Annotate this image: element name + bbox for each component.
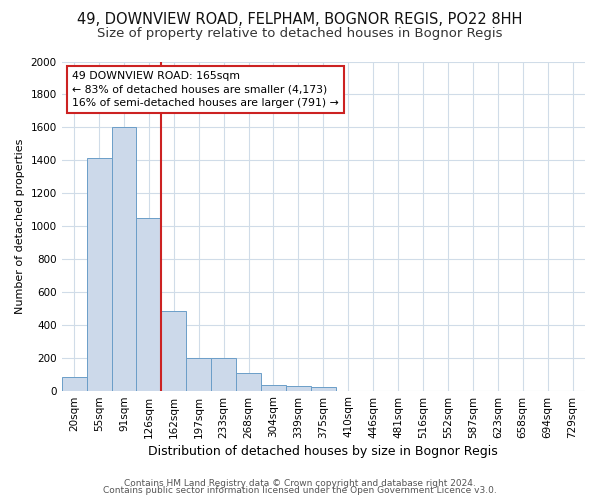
Bar — [136, 218, 161, 390]
Text: Contains HM Land Registry data © Crown copyright and database right 2024.: Contains HM Land Registry data © Crown c… — [124, 478, 476, 488]
Bar — [261, 385, 286, 390]
Text: Size of property relative to detached houses in Bognor Regis: Size of property relative to detached ho… — [97, 28, 503, 40]
Bar — [62, 378, 86, 390]
Bar — [112, 128, 136, 390]
Bar — [186, 358, 211, 390]
Bar — [311, 388, 336, 390]
Text: 49 DOWNVIEW ROAD: 165sqm
← 83% of detached houses are smaller (4,173)
16% of sem: 49 DOWNVIEW ROAD: 165sqm ← 83% of detach… — [72, 72, 339, 108]
Y-axis label: Number of detached properties: Number of detached properties — [15, 138, 25, 314]
Bar — [161, 311, 186, 390]
Bar — [236, 374, 261, 390]
X-axis label: Distribution of detached houses by size in Bognor Regis: Distribution of detached houses by size … — [148, 444, 498, 458]
Text: Contains public sector information licensed under the Open Government Licence v3: Contains public sector information licen… — [103, 486, 497, 495]
Text: 49, DOWNVIEW ROAD, FELPHAM, BOGNOR REGIS, PO22 8HH: 49, DOWNVIEW ROAD, FELPHAM, BOGNOR REGIS… — [77, 12, 523, 28]
Bar — [211, 358, 236, 390]
Bar — [286, 386, 311, 390]
Bar — [86, 158, 112, 390]
